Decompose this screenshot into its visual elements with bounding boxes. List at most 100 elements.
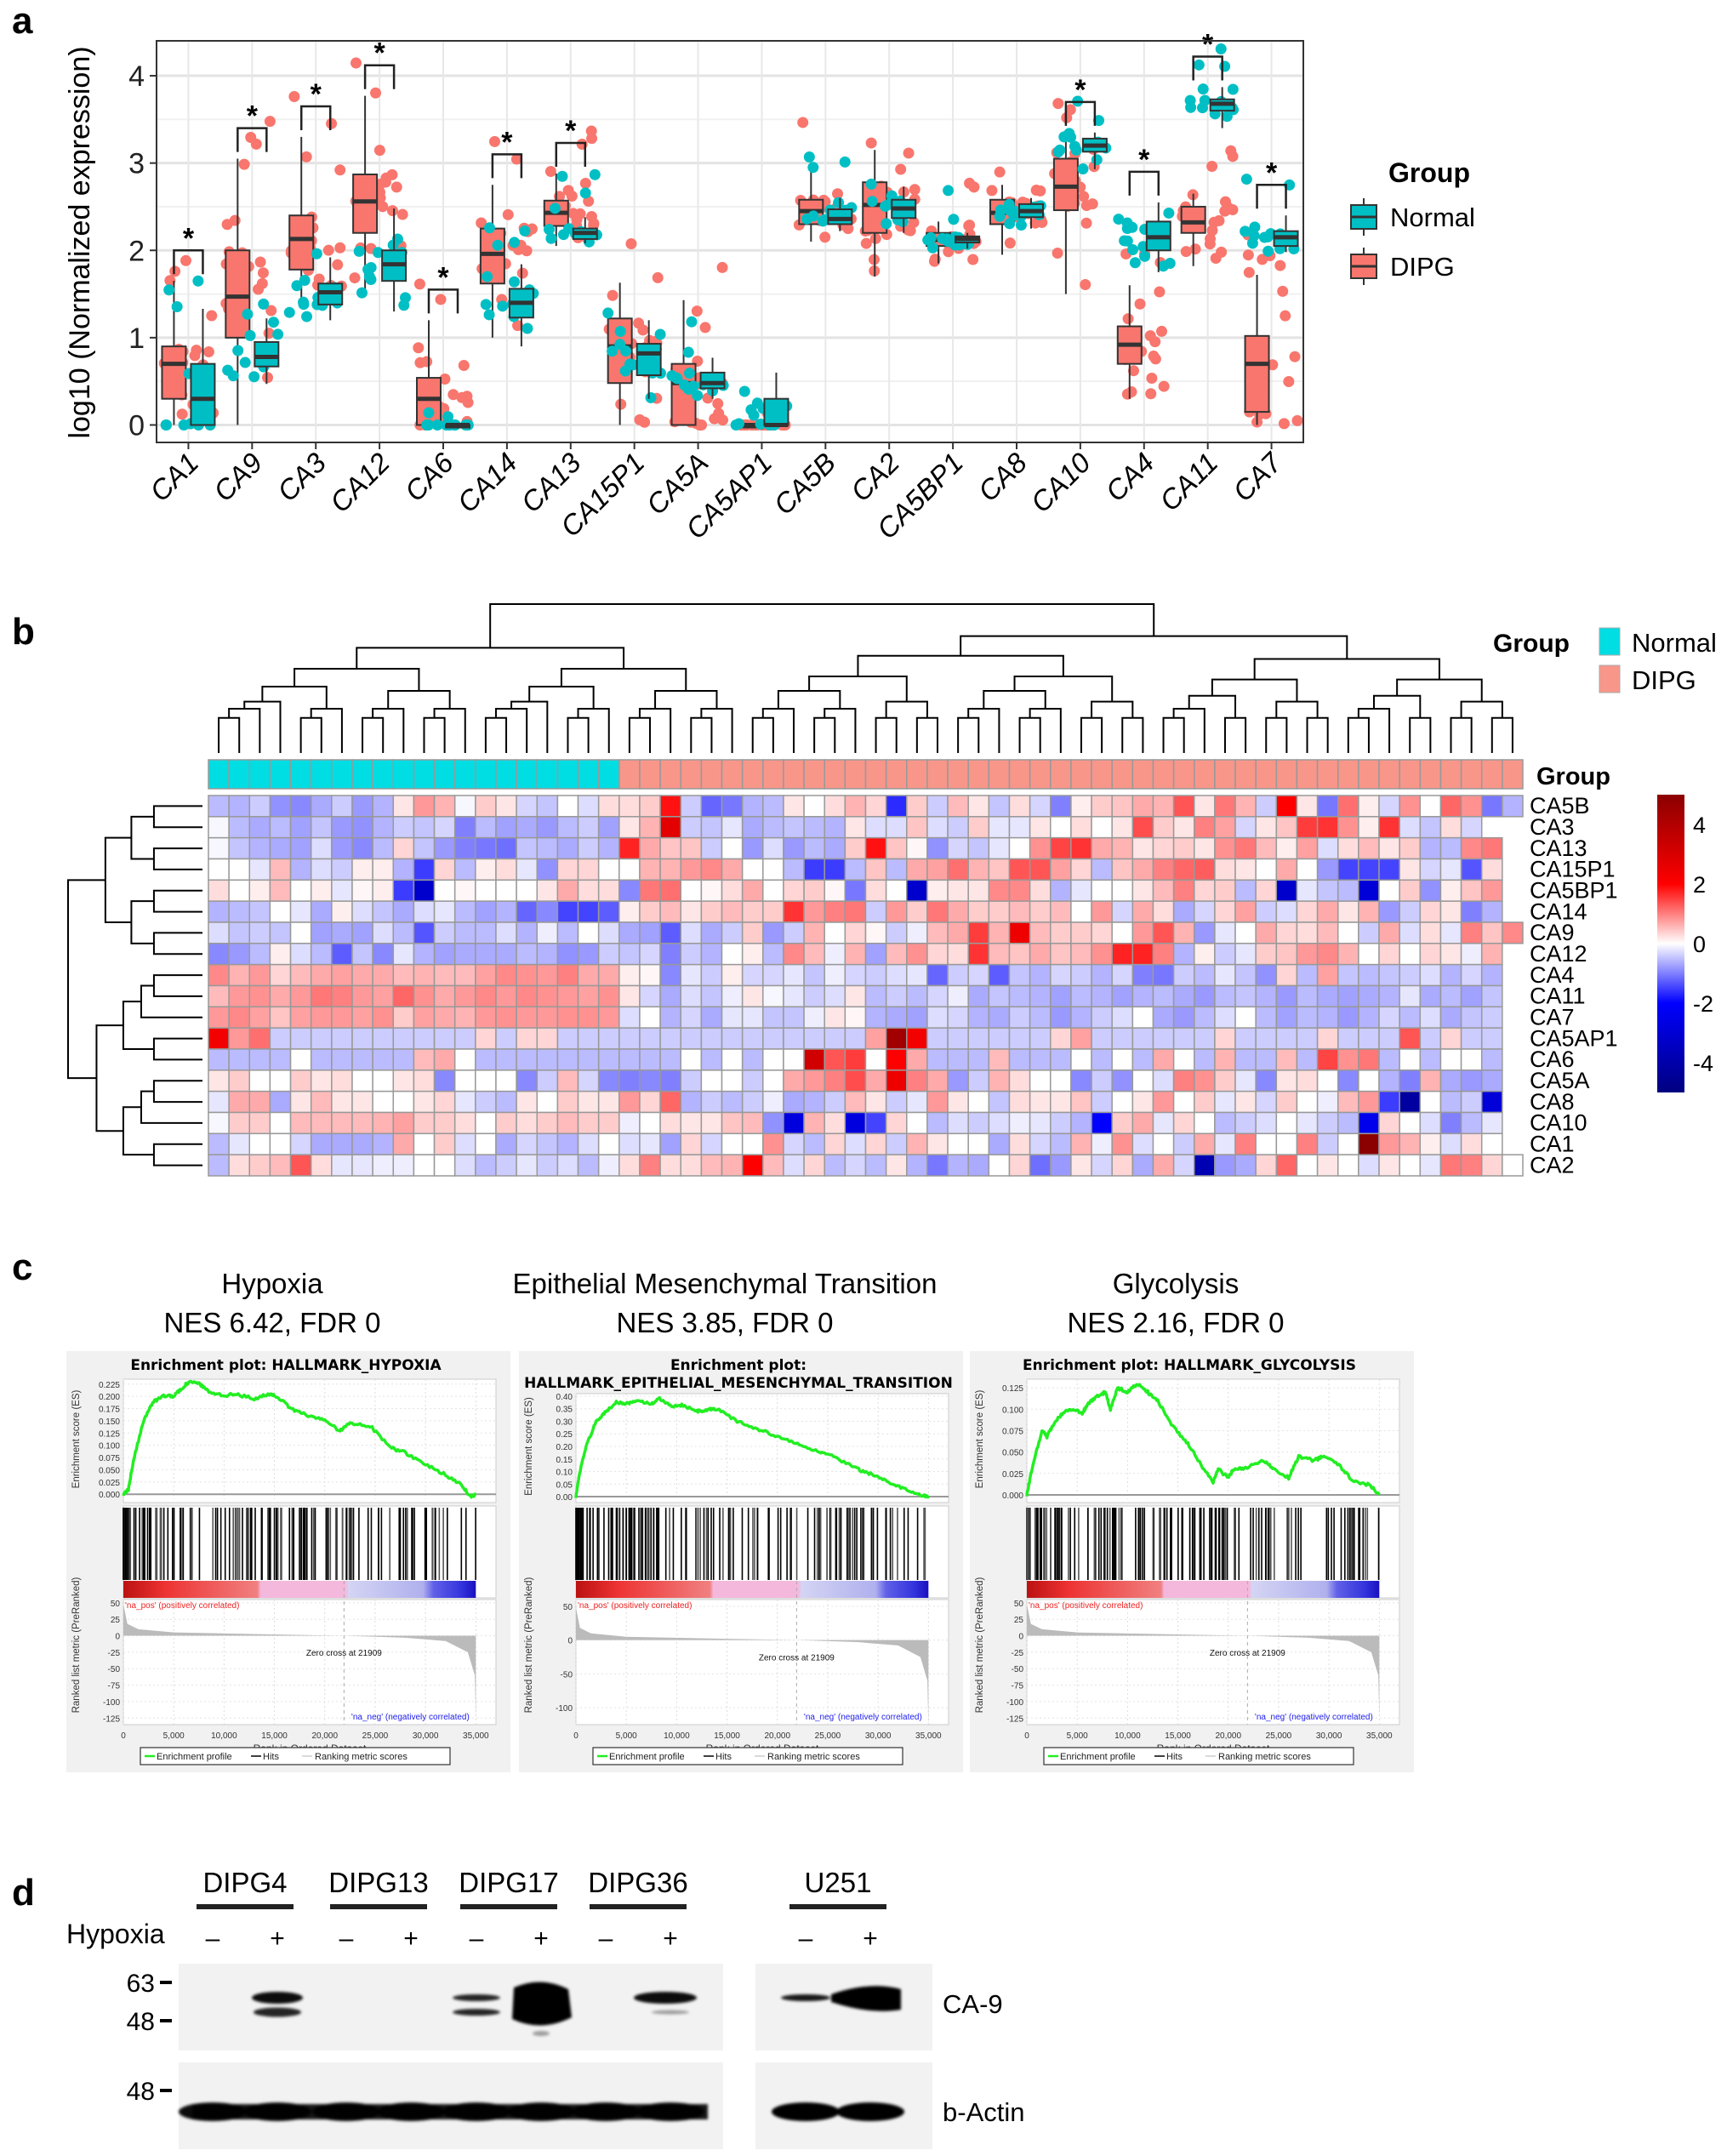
heatmap-cell: [1337, 1006, 1359, 1029]
box: [190, 362, 216, 426]
x-tick-label: 0: [1024, 1731, 1029, 1741]
heatmap-cell: [1050, 943, 1072, 966]
legend-label: Hits: [715, 1752, 732, 1762]
heatmap-cell: [536, 963, 559, 987]
heatmap-cell: [988, 1154, 1011, 1177]
data-point: [431, 419, 443, 431]
x-tick-label: 5,000: [1067, 1731, 1088, 1741]
heatmap-cell: [289, 921, 312, 944]
heatmap-cell: [413, 836, 436, 860]
group-legend-entry-dipg: DIPG: [1599, 664, 1696, 695]
heatmap-cell: [1050, 1048, 1072, 1071]
heatmap-cell: [1029, 984, 1052, 1008]
heatmap-cell: [824, 1006, 846, 1029]
heatmap-cell: [926, 1048, 949, 1071]
heatmap-cell: [556, 858, 579, 881]
heatmap-cell: [248, 963, 271, 987]
heatmap-cell: [947, 1090, 969, 1114]
heatmap-cell: [741, 921, 764, 944]
dendrogram-branch: [857, 654, 1064, 677]
box-dipg: [220, 116, 277, 425]
heatmap-cell: [453, 879, 476, 902]
heatmap-cell: [906, 1006, 928, 1029]
heatmap-cell: [947, 921, 969, 944]
data-point: [586, 133, 598, 145]
heatmap-cell: [372, 1132, 395, 1155]
heatmap-cell: [310, 1048, 333, 1071]
data-point: [1278, 418, 1290, 430]
dendrogram-branch: [1275, 700, 1319, 718]
group-cell-dipg: [844, 759, 867, 790]
heatmap-cell: [1337, 1132, 1359, 1155]
heatmap-cell: [1255, 1132, 1278, 1155]
heatmap-cell: [1378, 795, 1400, 818]
heatmap-cell: [1399, 1027, 1422, 1050]
heatmap-cell: [988, 1132, 1011, 1155]
group-cell-dipg: [1358, 759, 1380, 790]
heatmap-cell: [536, 816, 559, 839]
heatmap-cell: [1275, 943, 1298, 966]
heatmap-cell: [248, 816, 271, 839]
heatmap-cell: [392, 879, 415, 902]
data-point: [803, 151, 815, 163]
heatmap-cell: [1050, 1111, 1072, 1135]
dendrogram-branch: [387, 690, 451, 709]
heatmap-cell: [1029, 816, 1052, 839]
heatmap-cell: [556, 1006, 579, 1029]
heatmap-cell: [1399, 1006, 1422, 1029]
heatmap-cell: [1296, 816, 1319, 839]
heatmap-cell: [1029, 836, 1052, 860]
data-point: [238, 158, 250, 170]
data-point: [1052, 248, 1063, 260]
significance-bracket: *: [1192, 28, 1223, 81]
heatmap-cell: [1214, 1090, 1236, 1114]
rank-tick-label: -50: [1012, 1665, 1024, 1674]
heatmap-cell: [351, 1069, 373, 1092]
es-tick-label: 0.15: [556, 1456, 573, 1465]
heatmap-cell: [885, 1006, 908, 1029]
gsea-title: Enrichment plot:: [670, 1357, 807, 1374]
heatmap-cell: [1296, 1154, 1319, 1177]
heatmap-cell: [721, 1048, 744, 1071]
data-point: [1156, 325, 1168, 337]
row-label: CA6: [1530, 1047, 1575, 1072]
heatmap-cell: [1091, 795, 1113, 818]
data-point: [1139, 250, 1151, 262]
heatmap-cell: [721, 984, 744, 1008]
heatmap-cell: [597, 984, 620, 1008]
heatmap-cell: [351, 1154, 373, 1177]
heatmap-cell: [1214, 1048, 1236, 1071]
heatmap-cell: [864, 984, 887, 1008]
es-tick-label: 0.100: [1002, 1406, 1023, 1415]
dendrogram-branch: [299, 716, 322, 753]
heatmap-cell: [597, 943, 620, 966]
data-point: [516, 267, 528, 279]
dendrogram-branch: [130, 900, 154, 944]
data-point: [334, 164, 346, 176]
legend-label: Hits: [263, 1752, 279, 1762]
heatmap-cell: [864, 836, 887, 860]
heatmap-cell: [495, 1027, 517, 1050]
data-point: [738, 385, 750, 397]
heatmap-cell: [1008, 1027, 1031, 1050]
heatmap-cell: [577, 943, 600, 966]
heatmap-cell: [1439, 1027, 1462, 1050]
significance-bracket: *: [237, 100, 268, 152]
heatmap-cell: [618, 984, 641, 1008]
legend-entry-dipg: DIPG: [1350, 248, 1455, 285]
heatmap-cell: [372, 1027, 395, 1050]
data-point: [365, 262, 377, 274]
group-cell-dipg: [1194, 759, 1216, 790]
heatmap-cell: [1234, 921, 1257, 944]
panel-label-d: d: [12, 1872, 35, 1914]
heatmap-cell: [1316, 1069, 1339, 1092]
group-cell-normal: [228, 759, 251, 790]
heatmap-cell: [947, 1069, 969, 1092]
group-cell-dipg: [741, 759, 764, 790]
heatmap-cell: [1172, 836, 1195, 860]
hypoxia-plus: +: [533, 1925, 549, 1953]
heatmap-cell: [741, 1006, 764, 1029]
heatmap-cell: [269, 1048, 292, 1071]
heatmap-cell: [1378, 1006, 1400, 1029]
